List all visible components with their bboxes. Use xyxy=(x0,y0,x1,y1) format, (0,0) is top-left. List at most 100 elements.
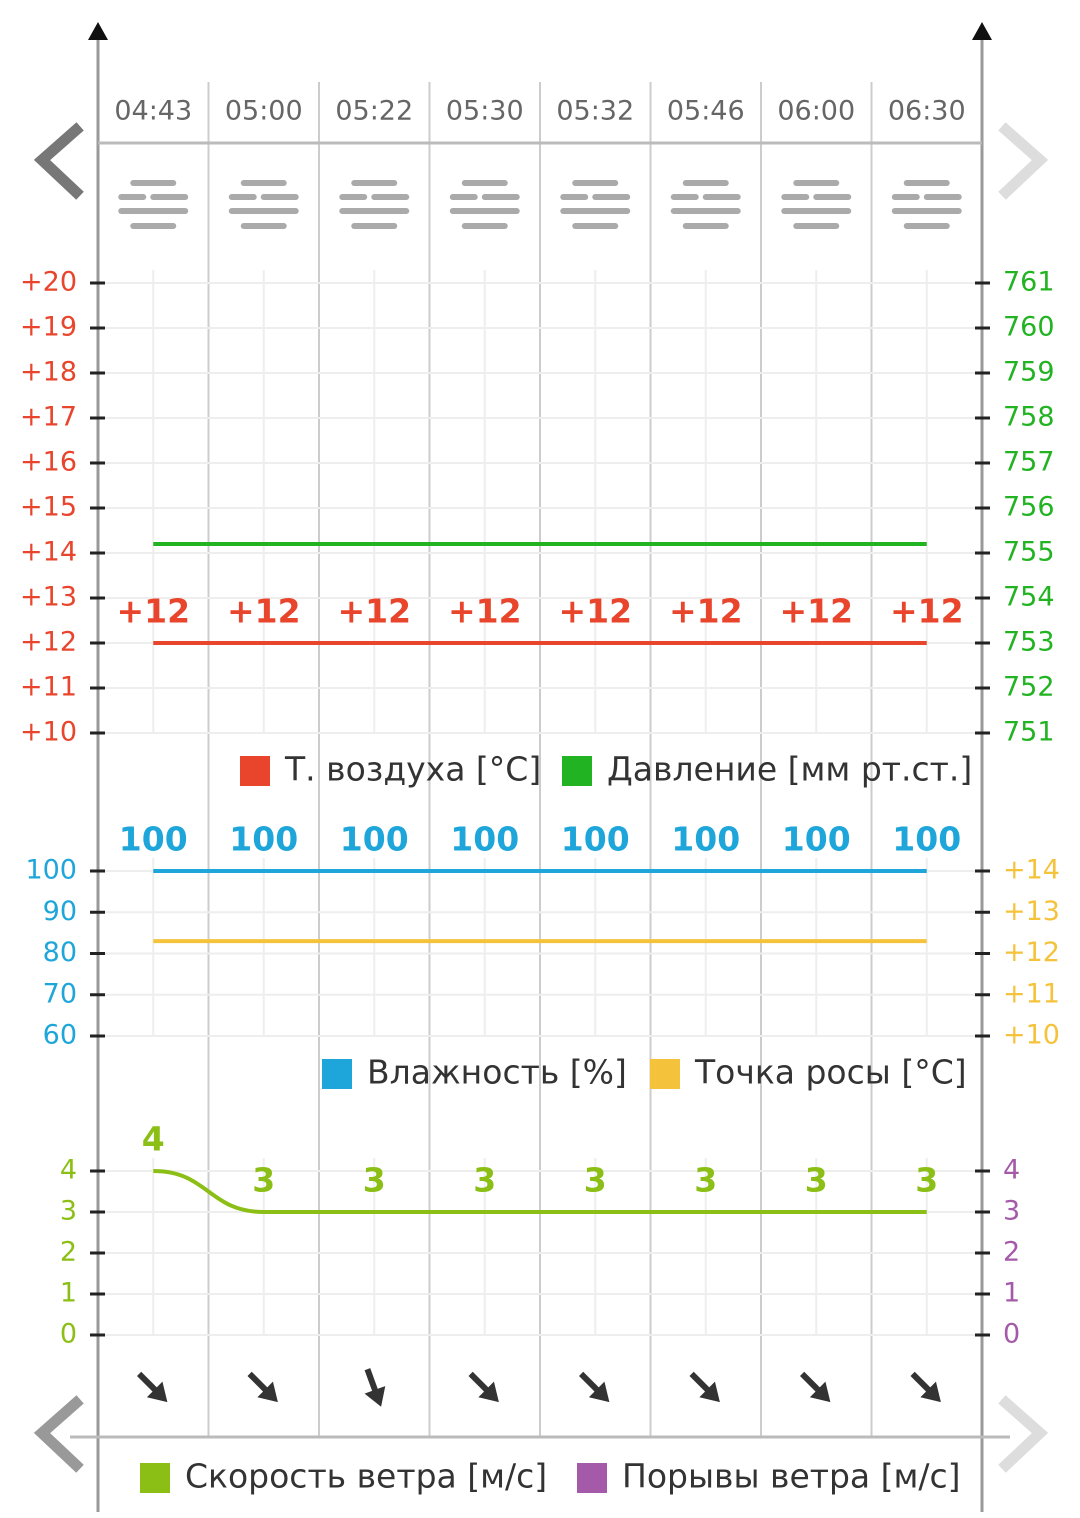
y2-tick-label: 752 xyxy=(1003,672,1055,703)
nav-prev[interactable] xyxy=(33,122,84,200)
y-tick-label: +15 xyxy=(20,492,77,523)
y2-tick-label: 760 xyxy=(1003,312,1055,343)
data-label: 3 xyxy=(584,1161,607,1200)
y-tick-label: 3 xyxy=(60,1196,77,1227)
y-tick-label: 0 xyxy=(60,1319,77,1350)
data-label: +12 xyxy=(448,592,522,631)
legend-label: Точка росы [°C] xyxy=(694,1053,967,1092)
data-label: 3 xyxy=(694,1161,717,1200)
data-label: +12 xyxy=(669,592,743,631)
arrow-head xyxy=(257,1381,278,1403)
fog-icon xyxy=(228,180,299,229)
nav-next[interactable] xyxy=(998,122,1049,200)
arrow-head xyxy=(809,1381,831,1403)
wind-direction-icon xyxy=(247,1371,278,1403)
y2-tick-label: +10 xyxy=(1003,1020,1060,1051)
y2-tick-label: 758 xyxy=(1003,402,1055,433)
y2-tick-label: 0 xyxy=(1003,1319,1020,1350)
axis-arrow xyxy=(972,22,992,40)
y-tick-label: +10 xyxy=(20,717,77,748)
y2-tick-label: +13 xyxy=(1003,896,1060,927)
legend-label: Скорость ветра [м/с] xyxy=(185,1457,547,1496)
y-tick-label: +14 xyxy=(20,537,77,568)
wind-direction-icon xyxy=(910,1371,941,1403)
data-label: 100 xyxy=(671,820,740,859)
time-label: 05:46 xyxy=(667,96,745,127)
data-label: 100 xyxy=(119,820,188,859)
y-tick-label: +16 xyxy=(20,447,77,478)
y2-tick-label: 759 xyxy=(1003,357,1055,388)
y2-tick-label: +11 xyxy=(1003,978,1060,1009)
time-label: 06:30 xyxy=(888,96,966,127)
legend-swatch xyxy=(140,1463,170,1493)
arrow-head xyxy=(146,1381,168,1403)
arrow-head xyxy=(364,1386,386,1407)
y-tick-label: +19 xyxy=(20,312,77,343)
fog-icon xyxy=(670,180,741,229)
legend-swatch xyxy=(322,1059,352,1089)
wind-direction-icon xyxy=(468,1371,499,1403)
y2-tick-label: 751 xyxy=(1003,717,1055,748)
data-label: 100 xyxy=(229,820,298,859)
arrow-head xyxy=(699,1381,720,1403)
fog-icon xyxy=(891,180,962,229)
time-label: 05:32 xyxy=(556,96,634,127)
legend-swatch xyxy=(240,756,270,786)
y-tick-label: 60 xyxy=(43,1020,77,1051)
y2-tick-label: 2 xyxy=(1003,1237,1020,1268)
arrow-head xyxy=(920,1381,941,1403)
data-label: 100 xyxy=(561,820,630,859)
fog-icon xyxy=(781,180,852,229)
arrow-head xyxy=(478,1381,499,1403)
y-tick-label: 80 xyxy=(43,937,77,968)
y-tick-label: +17 xyxy=(20,402,77,433)
y2-tick-label: 756 xyxy=(1003,492,1055,523)
wind-direction-icon xyxy=(136,1371,168,1403)
y2-tick-label: 3 xyxy=(1003,1196,1020,1227)
data-label: 100 xyxy=(892,820,961,859)
wind-direction-icon xyxy=(799,1371,831,1403)
y2-tick-label: 757 xyxy=(1003,447,1055,478)
data-label: +12 xyxy=(890,592,964,631)
y2-tick-label: +12 xyxy=(1003,937,1060,968)
time-label: 05:22 xyxy=(335,96,413,127)
nav-prev-bottom[interactable] xyxy=(33,1395,84,1473)
y2-tick-label: +14 xyxy=(1003,855,1060,886)
arrow-head xyxy=(588,1381,610,1403)
y2-tick-label: 754 xyxy=(1003,582,1055,613)
y2-tick-label: 761 xyxy=(1003,267,1055,298)
legend-label: Влажность [%] xyxy=(367,1053,627,1092)
y2-tick-label: 753 xyxy=(1003,627,1055,658)
y-tick-label: +13 xyxy=(20,582,77,613)
fog-icon xyxy=(339,180,410,229)
y-tick-label: 4 xyxy=(60,1155,77,1186)
y-tick-label: 1 xyxy=(60,1278,77,1309)
grid xyxy=(98,82,982,1437)
legend-label: Порывы ветра [м/с] xyxy=(622,1457,961,1496)
data-label: 100 xyxy=(450,820,519,859)
time-label: 05:00 xyxy=(225,96,303,127)
nav xyxy=(33,122,1049,1473)
data-label: 3 xyxy=(473,1161,496,1200)
y-tick-label: 100 xyxy=(25,855,77,886)
data-label: +12 xyxy=(337,592,411,631)
y-tick-label: +12 xyxy=(20,627,77,658)
legend-swatch xyxy=(577,1463,607,1493)
time-label: 06:00 xyxy=(777,96,855,127)
fog-icon xyxy=(118,180,189,229)
y2-tick-label: 755 xyxy=(1003,537,1055,568)
wind-direction-icon xyxy=(578,1371,610,1403)
data-label: 3 xyxy=(363,1161,386,1200)
y-tick-label: 2 xyxy=(60,1237,77,1268)
data-label: +12 xyxy=(558,592,632,631)
fog-icon xyxy=(560,180,631,229)
data-label: 100 xyxy=(782,820,851,859)
nav-next-bottom[interactable] xyxy=(998,1395,1049,1473)
legend-swatch xyxy=(650,1059,680,1089)
time-label: 04:43 xyxy=(114,96,192,127)
y-tick-label: 70 xyxy=(43,978,77,1009)
data-label: 3 xyxy=(252,1161,275,1200)
y-tick-label: +20 xyxy=(20,267,77,298)
y-tick-label: 90 xyxy=(43,896,77,927)
data-label: 100 xyxy=(340,820,409,859)
